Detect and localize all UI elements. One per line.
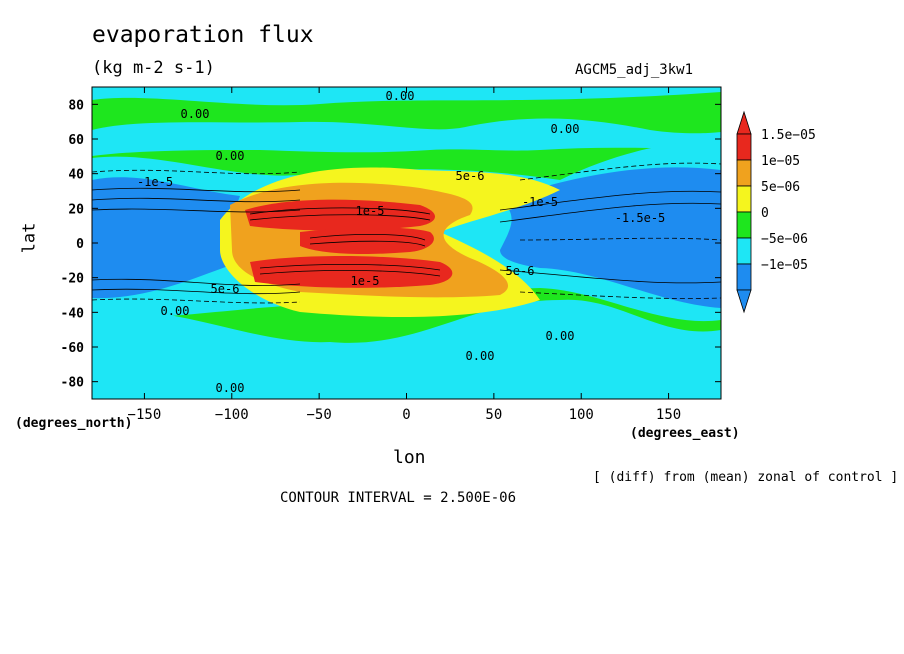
x-tick-label: −50 bbox=[306, 407, 331, 423]
contour-label: 5e-6 bbox=[506, 264, 535, 278]
contour-dashed bbox=[92, 162, 721, 304]
contour-label: -1.5e-5 bbox=[615, 211, 666, 225]
y-tick-label: 60 bbox=[68, 133, 84, 148]
field-cyan-south-patch bbox=[130, 371, 259, 395]
colorbar-bottom-arrow bbox=[736, 289, 752, 314]
x-axis-units: (degrees_east) bbox=[630, 426, 740, 441]
chart-units: (kg m-2 s-1) bbox=[92, 58, 215, 78]
contour-lines bbox=[92, 187, 721, 295]
colorbar-label: 1e−05 bbox=[761, 154, 800, 169]
colorbar-label: 5e−06 bbox=[761, 180, 800, 195]
field-cyan-north-patch bbox=[92, 118, 721, 156]
colorbar-top-arrow bbox=[736, 110, 752, 135]
difference-note: [ (diff) from (mean) zonal of control ] bbox=[593, 470, 899, 485]
colorbar-label: 1.5e−05 bbox=[761, 128, 816, 143]
contour-label: -1e-5 bbox=[522, 195, 558, 209]
y-tick-label: 80 bbox=[68, 98, 84, 113]
y-axis-label: lat bbox=[19, 222, 40, 254]
contour-label: 1e-5 bbox=[351, 274, 380, 288]
colorbar-swatch bbox=[736, 185, 752, 213]
contour-label: 0.00 bbox=[181, 107, 210, 121]
x-axis: −150 −100 −50 0 50 100 150 bbox=[128, 87, 681, 423]
colorbar-swatch bbox=[736, 237, 752, 265]
contour-label: 0.00 bbox=[386, 89, 415, 103]
colorbar: 1.5e−05 1e−05 5e−06 0 −5e−06 −1e−05 bbox=[736, 110, 816, 314]
field-cyan-north bbox=[92, 87, 721, 106]
contour-label: 5e-6 bbox=[456, 169, 485, 183]
colorbar-swatch bbox=[736, 159, 752, 187]
chart-title: evaporation flux bbox=[92, 22, 314, 48]
x-tick-label: 0 bbox=[402, 407, 410, 423]
y-tick-label: 40 bbox=[68, 168, 84, 183]
y-tick-label: -80 bbox=[61, 376, 85, 391]
y-tick-label: 20 bbox=[68, 202, 84, 217]
y-axis: -80 -60 -40 -20 0 20 40 60 80 bbox=[61, 98, 721, 391]
y-tick-label: -20 bbox=[61, 272, 85, 287]
field-blue-west bbox=[92, 177, 240, 299]
contour-label: -1e-5 bbox=[137, 175, 173, 189]
colorbar-label: −1e−05 bbox=[761, 258, 808, 273]
x-tick-label: −100 bbox=[215, 407, 249, 423]
colorbar-swatch bbox=[736, 133, 752, 161]
plot-area bbox=[92, 87, 721, 399]
colorbar-label: 0 bbox=[761, 206, 769, 221]
contour-label: 0.00 bbox=[161, 304, 190, 318]
contour-label: 0.00 bbox=[551, 122, 580, 136]
contour-label: 0.00 bbox=[466, 349, 495, 363]
y-axis-units: (degrees_north) bbox=[15, 416, 133, 431]
y-tick-label: 0 bbox=[76, 237, 84, 252]
y-tick-label: -40 bbox=[61, 306, 85, 321]
contour-interval: CONTOUR INTERVAL = 2.500E-06 bbox=[280, 490, 517, 506]
x-tick-label: 50 bbox=[485, 407, 502, 423]
contour-label: 0.00 bbox=[216, 381, 245, 395]
experiment-label: AGCM5_adj_3kw1 bbox=[575, 62, 694, 78]
field-red-south bbox=[250, 256, 453, 288]
x-tick-label: 100 bbox=[569, 407, 594, 423]
x-tick-label: −150 bbox=[128, 407, 162, 423]
field-red-center bbox=[300, 227, 434, 254]
colorbar-swatch bbox=[736, 263, 752, 291]
colorbar-swatch bbox=[736, 211, 752, 239]
colorbar-label: −5e−06 bbox=[761, 232, 808, 247]
y-tick-label: -60 bbox=[61, 341, 85, 356]
contour-label: 0.00 bbox=[216, 149, 245, 163]
x-tick-label: 150 bbox=[656, 407, 681, 423]
contour-label: 0.00 bbox=[546, 329, 575, 343]
contour-label-group: 0.00 0.00 0.00 0.00 0.00 0.00 0.00 0.00 5e-6 5e-6… bbox=[137, 89, 665, 395]
contour-label: 1e-5 bbox=[356, 204, 385, 218]
contour-label: 5e-6 bbox=[211, 282, 240, 296]
x-axis-label: lon bbox=[393, 447, 426, 468]
